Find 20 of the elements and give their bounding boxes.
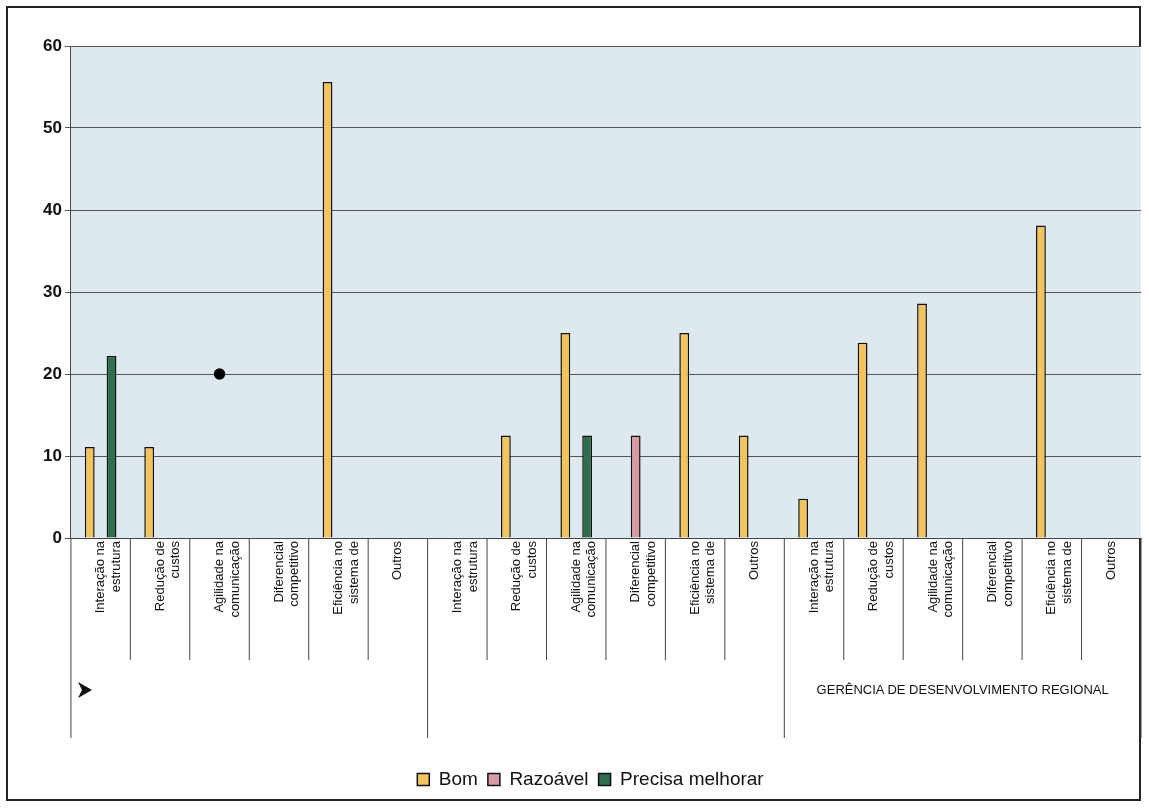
x-tick-label: Outros: [746, 540, 762, 581]
legend-label: Precisa melhorar: [620, 767, 765, 789]
x-tick-label: Outros: [389, 540, 405, 581]
y-tick-label: 60: [42, 35, 62, 55]
y-tick-label: 50: [42, 117, 62, 137]
x-tick-label: Redução de custos: [508, 540, 539, 612]
y-tick-label: 10: [42, 445, 62, 465]
x-tick-label: Redução de custos: [151, 540, 183, 612]
y-tick-label: 30: [42, 281, 62, 301]
text: GERÊNCIA DE DESENVOLVIMENTO REGIONAL: [816, 681, 1109, 697]
x-tick-label: Interação na estrutura: [448, 540, 480, 614]
legend-label: Razoável: [509, 767, 589, 789]
y-tick-label: 20: [42, 363, 62, 383]
y-tick-label: 0: [52, 527, 62, 547]
x-tick-label: Interação na estrutura: [805, 540, 837, 614]
x-tick-label: Interação na estrutura: [92, 540, 123, 614]
x-tick-label: Redução de custos: [865, 540, 896, 612]
legend-label: Bom: [438, 767, 478, 789]
x-tick-label: Outros: [1102, 540, 1118, 581]
y-tick-label: 40: [42, 199, 62, 219]
